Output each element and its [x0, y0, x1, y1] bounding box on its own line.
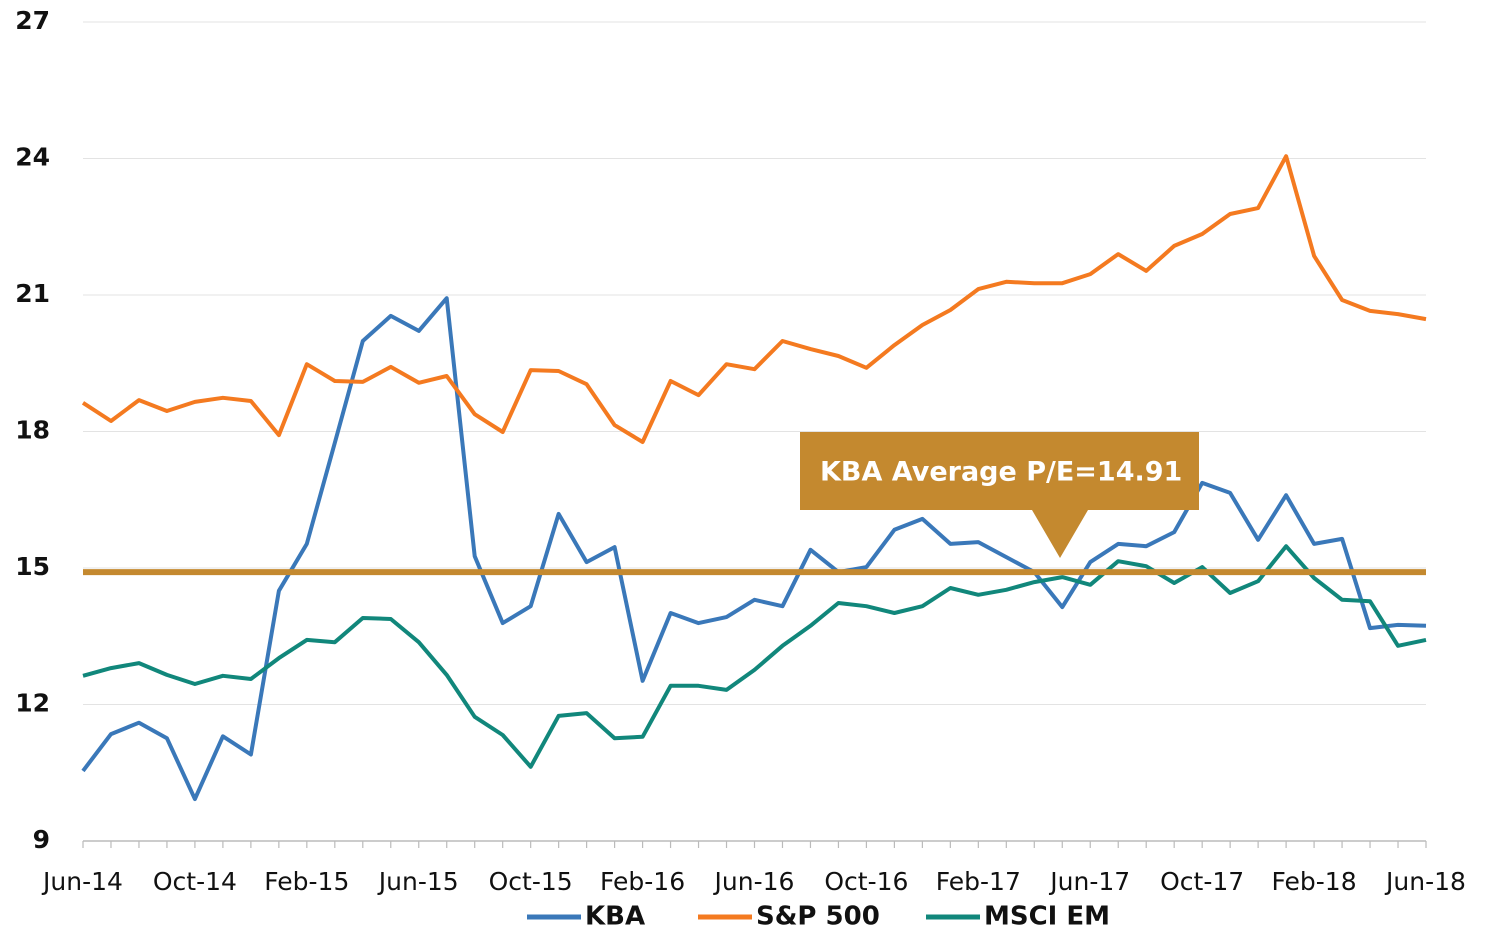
series-line	[81, 154, 1427, 444]
x-tick-label: Feb-16	[600, 867, 685, 896]
series-line	[82, 544, 1427, 769]
legend-label: S&P 500	[756, 902, 880, 931]
x-tick-label: Oct-15	[489, 867, 573, 896]
y-tick-label: 15	[15, 552, 50, 581]
x-tick-label: Oct-16	[824, 867, 908, 896]
y-tick-label: 27	[15, 6, 50, 35]
y-tick-label: 12	[15, 689, 50, 718]
y-tick-label: 9	[33, 825, 50, 854]
x-tick-label: Jun-16	[713, 867, 795, 896]
annotation-text: KBA Average P/E=14.91	[820, 457, 1182, 488]
series-line	[81, 296, 1427, 802]
legend-label: KBA	[585, 902, 645, 931]
x-tick-label: Feb-15	[264, 867, 349, 896]
x-tick-label: Feb-17	[936, 867, 1021, 896]
x-tick-label: Feb-18	[1272, 867, 1357, 896]
x-tick-label: Jun-15	[377, 867, 459, 896]
x-tick-label: Oct-14	[153, 867, 237, 896]
x-tick-label: Jun-18	[1384, 867, 1466, 896]
x-tick-label: Oct-17	[1160, 867, 1244, 896]
x-tick-label: Jun-17	[1048, 867, 1130, 896]
legend-label: MSCI EM	[984, 902, 1110, 931]
y-tick-label: 18	[15, 416, 50, 445]
y-tick-label: 24	[15, 143, 50, 172]
x-tick-label: Jun-14	[41, 867, 123, 896]
y-tick-label: 21	[15, 279, 50, 308]
annotation-box	[800, 432, 1199, 558]
